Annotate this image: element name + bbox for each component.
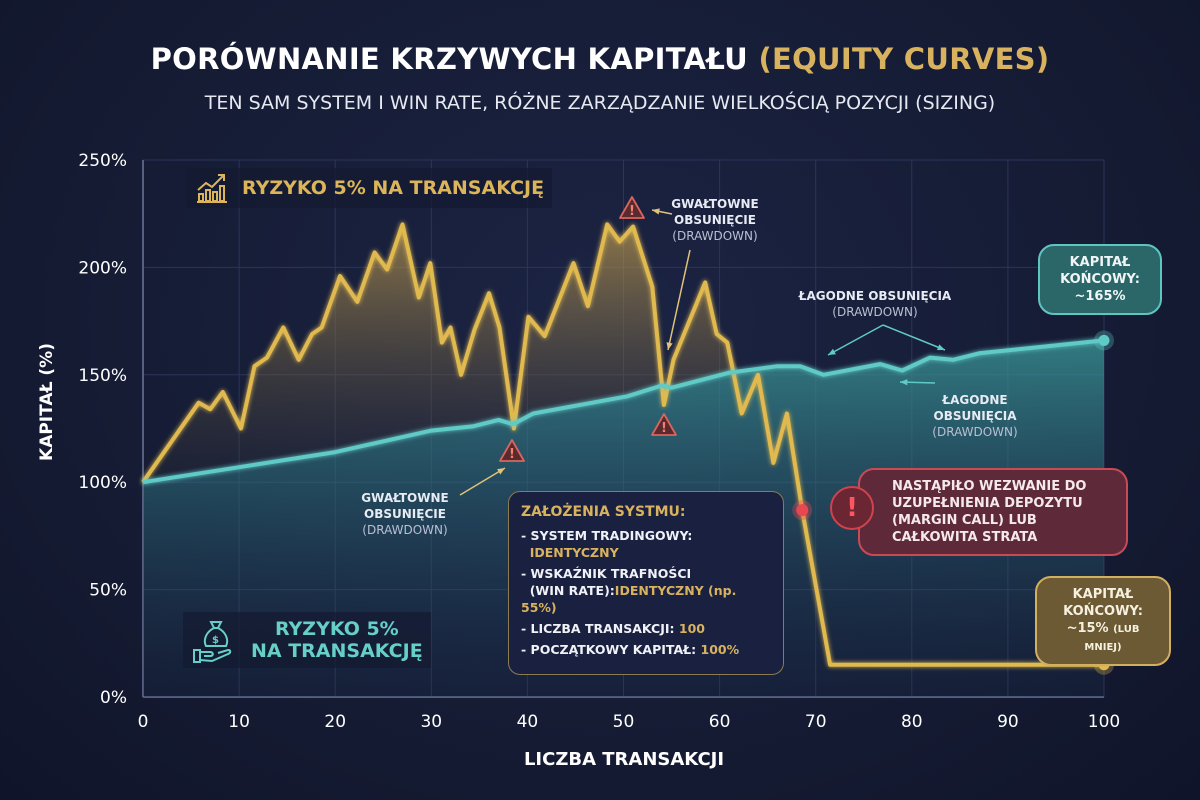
x-tick-label: 0 (138, 712, 149, 732)
x-tick-label: 10 (228, 712, 250, 732)
arrow-mild-3-head (900, 379, 908, 386)
arrow-sharp-left-head (497, 468, 505, 475)
assumption-item: - WSKAŹNIK TRAFNOŚCI (WIN RATE):IDENTYCZ… (521, 566, 737, 615)
assumption-item: - SYSTEM TRADINGOWY: IDENTYCZNY (521, 528, 693, 560)
chart-growth-icon (197, 174, 227, 203)
y-tick-label: 0% (100, 688, 127, 708)
y-tick-label: 100% (78, 473, 127, 493)
annotation-sharp-drawdown-left: GWAŁTOWNE OBSUNIĘCIE (DRAWDOWN) (361, 491, 449, 537)
chart-title: PORÓWNANIE KRZYWYCH KAPITAŁU (EQUITY CUR… (0, 42, 1200, 76)
arrow-sharp-top-head (652, 208, 660, 215)
arrow-mild-2 (882, 324, 946, 351)
y-tick-label: 200% (78, 258, 127, 278)
svg-text:$: $ (212, 635, 219, 646)
assumption-item: - POCZĄTKOWY KAPITAŁ: 100% (521, 642, 740, 657)
svg-text:!: ! (629, 204, 635, 219)
arrow-mild-2-head (937, 344, 945, 351)
x-tick-label: 80 (901, 712, 923, 732)
chart-subtitle: TEN SAM SYSTEM I WIN RATE, RÓŻNE ZARZĄDZ… (204, 92, 996, 114)
arrow-sharp-left (459, 467, 506, 496)
svg-text:!: ! (509, 447, 515, 462)
warning-icon: ! (619, 196, 645, 219)
legend-teal-line1: RYZYKO 5% (274, 618, 399, 640)
x-tick-label: 40 (517, 712, 539, 732)
gold-area (143, 224, 739, 483)
exclamation-icon: ! (830, 486, 874, 530)
assumptions-heading: ZAŁOŻENIA SYSTMU: (521, 504, 686, 520)
annotation-mild-drawdown-bottom: ŁAGODNE OBSUNIĘCIA (DRAWDOWN) (932, 393, 1018, 439)
y-axis-label: KAPITAŁ (%) (37, 343, 57, 461)
x-tick-label: 50 (613, 712, 635, 732)
x-tick-label: 30 (420, 712, 442, 732)
arrow-sharp-top-2 (667, 249, 691, 351)
teal-end-point (1098, 334, 1110, 346)
x-tick-label: 100 (1088, 712, 1120, 732)
x-tick-label: 70 (805, 712, 827, 732)
annotation-sharp-drawdown-top: GWAŁTOWNE OBSUNIĘCIE (DRAWDOWN) (671, 197, 759, 243)
assumption-item: - LICZBA TRANSAKCJI: 100 (521, 621, 705, 636)
warning-icon: ! (499, 439, 525, 462)
legend-gold-label: RYZYKO 5% NA TRANSAKCJĘ (242, 177, 545, 199)
annotation-mild-drawdown-top: ŁAGODNE OBSUNIĘCIA (DRAWDOWN) (798, 289, 952, 319)
arrow-sharp-top-2-head (666, 342, 673, 350)
arrow-mild-1-head (828, 348, 836, 355)
final-capital-teal-bubble: KAPITAŁ KOŃCOWY: ~165% (1038, 244, 1162, 315)
title-main: PORÓWNANIE KRZYWYCH KAPITAŁU (150, 42, 749, 76)
legend-gold: RYZYKO 5% NA TRANSAKCJĘ (186, 168, 553, 208)
x-tick-label: 90 (997, 712, 1019, 732)
arrow-mild-1 (827, 324, 884, 356)
legend-teal-line2: NA TRANSAKCJĘ (251, 640, 423, 662)
warning-icon: ! (651, 413, 677, 436)
y-tick-label: 50% (89, 581, 127, 601)
y-tick-label: 250% (78, 151, 127, 171)
final-capital-gold-bubble: KAPITAŁ KOŃCOWY: ~15% (LUB MNIEJ) (1035, 576, 1171, 666)
x-axis-label: LICZBA TRANSAKCJI (524, 749, 724, 770)
money-bag-hand-icon: $ (193, 621, 232, 663)
svg-text:!: ! (661, 421, 667, 436)
x-tick-label: 60 (709, 712, 731, 732)
x-tick-label: 20 (324, 712, 346, 732)
title-highlight: (EQUITY CURVES) (758, 42, 1050, 76)
margin-call-point (796, 504, 809, 517)
legend-teal: $ RYZYKO 5% NA TRANSAKCJĘ (183, 612, 431, 668)
y-tick-label: 150% (78, 366, 127, 386)
assumptions-box: ZAŁOŻENIA SYSTMU: - SYSTEM TRADINGOWY: I… (508, 491, 784, 675)
margin-call-bubble: NASTĄPIŁO WEZWANIE DO UZUPEŁNIENIA DEPOZY… (858, 468, 1128, 556)
